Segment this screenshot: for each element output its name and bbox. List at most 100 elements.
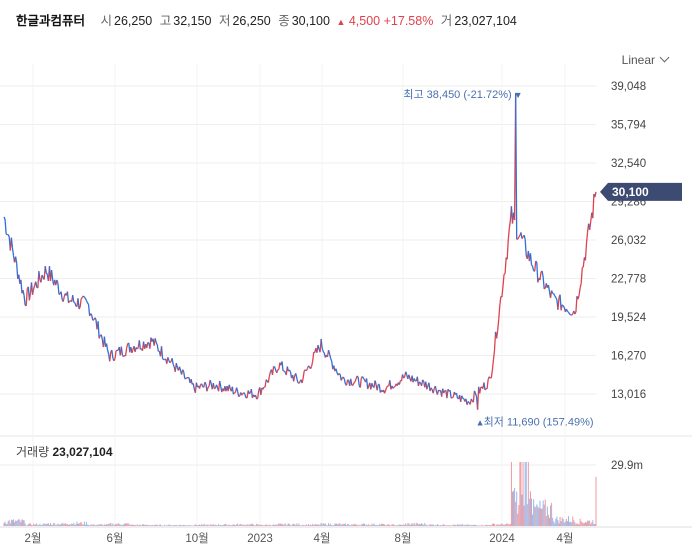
volume-bar (347, 524, 349, 526)
volume-bar (392, 524, 394, 526)
volume-bar (79, 522, 81, 526)
volume-bar (491, 523, 493, 526)
volume-bar (232, 524, 234, 526)
volume-bar (380, 523, 382, 526)
volume-bar (279, 523, 281, 526)
volume-bar (215, 525, 217, 526)
price-segment (28, 293, 32, 301)
volume-bar (172, 525, 174, 526)
volume-bar (444, 525, 446, 526)
price-segment (281, 361, 284, 372)
volume-bar (251, 523, 253, 526)
price-segment (303, 369, 306, 372)
volume-bar (67, 524, 69, 526)
price-segment (571, 313, 574, 316)
price-segment (171, 358, 174, 365)
volume-bar (102, 525, 104, 526)
volume-bar (154, 524, 156, 526)
price-segment (302, 370, 305, 379)
price-segment (87, 304, 91, 317)
volume-bar (90, 524, 92, 526)
price-segment (283, 370, 286, 373)
volume-bar (185, 525, 187, 526)
volume-bar (296, 523, 298, 526)
volume-bar (125, 523, 127, 526)
high-marker-icon: ▼ (514, 90, 523, 100)
volume-bar (360, 524, 362, 526)
volume-bar (564, 521, 566, 526)
price-segment (335, 368, 338, 373)
volume-bar (531, 498, 533, 526)
volume-bar (507, 524, 509, 526)
volume-bar (386, 524, 388, 526)
price-segment (69, 299, 71, 302)
price-segment (22, 290, 25, 296)
open-value: 26,250 (114, 14, 153, 28)
volume-bar (337, 524, 339, 526)
price-segment (491, 359, 495, 370)
volume-bar (289, 525, 291, 526)
volume-bar (50, 523, 52, 526)
volume-bar (592, 520, 594, 526)
volume-bar (220, 524, 222, 526)
volume-bar (577, 524, 579, 526)
price-segment (276, 369, 279, 374)
volume-bar (273, 524, 275, 526)
price-segment (3, 216, 6, 220)
price-segment (359, 377, 362, 388)
scale-toggle[interactable]: Linear (622, 52, 670, 67)
volume-bar (124, 523, 126, 526)
price-segment (124, 348, 128, 356)
price-segment (83, 296, 86, 299)
price-segment (309, 365, 313, 370)
price-segment (238, 395, 241, 398)
volume-bar (222, 525, 224, 526)
price-segment (474, 393, 478, 397)
price-segment (503, 273, 506, 275)
volume-bar (283, 524, 285, 526)
volume-bar (441, 525, 443, 526)
volume-bar (41, 525, 43, 526)
volume-bar (524, 462, 526, 526)
price-segment (265, 379, 268, 382)
volume-bar (205, 525, 207, 526)
price-segment (20, 279, 23, 294)
price-segment (256, 397, 259, 400)
price-segment (422, 379, 425, 382)
price-segment (209, 379, 212, 384)
volume-bar (85, 522, 87, 526)
volume-bar (379, 524, 381, 526)
volume-bar (408, 523, 410, 526)
volume-bar (117, 523, 119, 526)
volume-bar (485, 524, 487, 526)
volume-bar (385, 525, 387, 526)
price-segment (120, 346, 124, 356)
price-segment (44, 266, 47, 273)
price-segment (385, 386, 388, 391)
volume-bar (73, 522, 75, 526)
volume-bar (486, 524, 488, 526)
price-segment (413, 378, 416, 382)
volume-bar (534, 506, 536, 526)
price-segment (365, 378, 369, 390)
price-segment (106, 349, 110, 355)
price-segment (353, 381, 356, 384)
volume-bar (378, 523, 380, 526)
price-segment (185, 377, 188, 380)
volume-bar (198, 524, 200, 526)
price-segment (451, 396, 454, 399)
price-segment (530, 264, 534, 267)
volume-series (3, 462, 597, 526)
volume-bar (420, 524, 422, 526)
volume-bar (209, 524, 211, 526)
volume-bar (37, 525, 39, 526)
volume-bar (457, 524, 459, 526)
volume-bar (260, 524, 262, 526)
price-segment (592, 193, 595, 219)
price-segment (146, 342, 149, 349)
volume-bar (288, 524, 290, 526)
price-segment (175, 362, 179, 368)
volume-bar (292, 524, 294, 526)
volume-bar (126, 523, 128, 526)
